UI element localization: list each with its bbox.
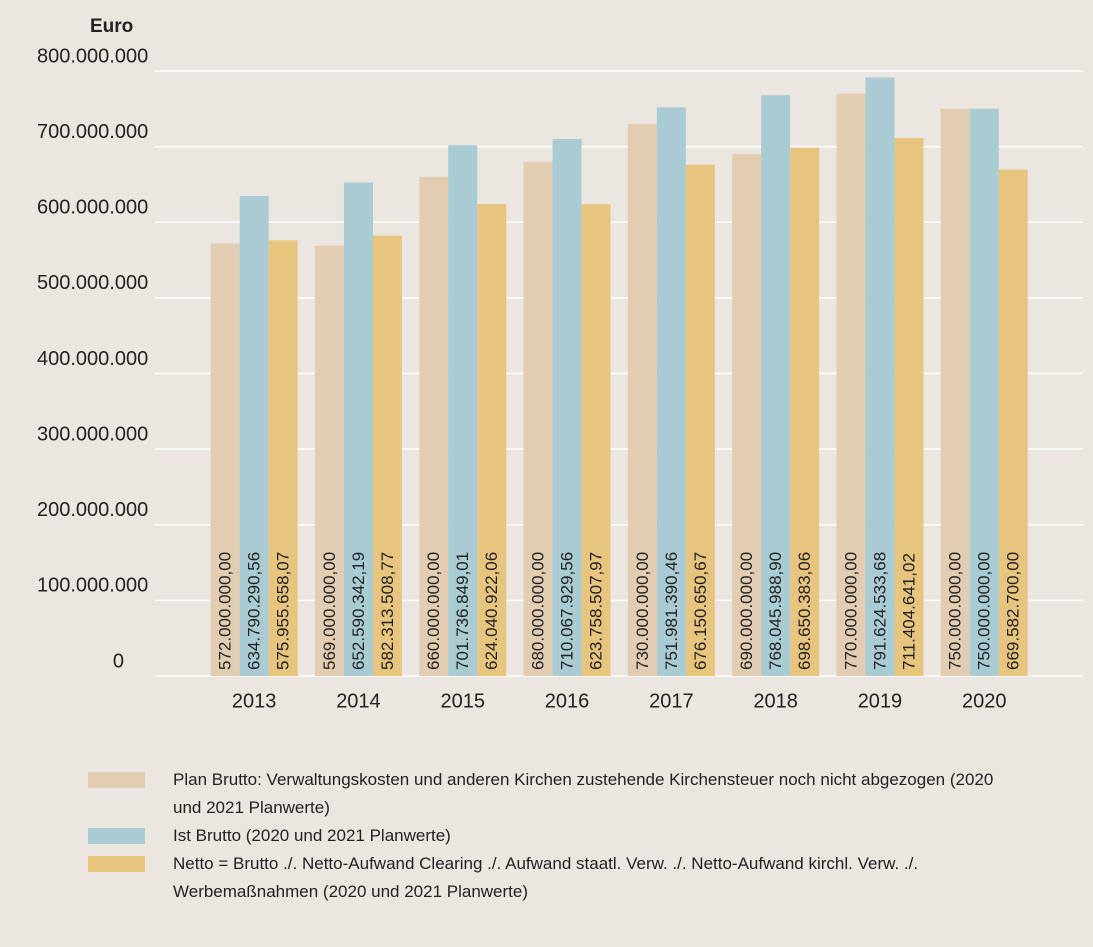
y-tick-label: 400.000.000	[37, 348, 148, 370]
data-label: 652.590.342,19	[349, 552, 368, 670]
data-label: 575.955.658,07	[274, 552, 293, 670]
x-tick-label: 2020	[962, 690, 1007, 712]
bar	[685, 164, 715, 676]
x-tick-label: 2014	[336, 690, 381, 712]
x-tick-label: 2015	[441, 690, 486, 712]
y-tick-label: 500.000.000	[37, 272, 148, 294]
legend-item: Ist Brutto (2020 und 2021 Planwerte)	[88, 822, 1048, 850]
bar	[998, 169, 1028, 676]
data-label: 669.582.700,00	[1004, 552, 1023, 670]
data-label: 676.150.650,67	[691, 552, 710, 670]
y-tick-label: 100.000.000	[37, 575, 148, 597]
bar	[523, 161, 553, 676]
y-tick-label: 800.000.000	[37, 45, 148, 67]
data-label: 660.000.000,00	[424, 552, 443, 670]
bar	[210, 243, 240, 677]
legend-swatch	[88, 828, 145, 844]
legend-swatch	[88, 772, 145, 788]
bar	[448, 145, 478, 676]
data-label: 768.045.988,90	[766, 552, 785, 670]
data-label: 750.000.000,00	[946, 552, 965, 670]
bar	[552, 139, 582, 677]
y-tick-label: 700.000.000	[37, 121, 148, 143]
data-label: 690.000.000,00	[737, 552, 756, 670]
bar	[836, 93, 866, 676]
data-label: 582.313.508,77	[378, 552, 397, 670]
bar	[477, 204, 507, 677]
bar	[969, 108, 999, 676]
bar	[419, 176, 449, 676]
bar	[865, 77, 895, 677]
bar	[761, 95, 791, 676]
data-label: 624.040.922,06	[482, 552, 501, 670]
y-tick-label: 200.000.000	[37, 499, 148, 521]
bar	[656, 107, 686, 676]
bar	[581, 204, 611, 676]
bar	[732, 154, 762, 676]
legend-label: Plan Brutto: Verwaltungskosten und ander…	[173, 770, 994, 817]
y-axis-label: Euro	[90, 16, 133, 37]
bar	[894, 138, 924, 676]
y-tick-label: 0	[113, 650, 124, 672]
y-tick-label: 300.000.000	[37, 423, 148, 445]
bar	[372, 235, 402, 676]
data-label: 770.000.000,00	[841, 552, 860, 670]
data-label: 569.000.000,00	[320, 552, 339, 670]
x-tick-label: 2016	[545, 690, 590, 712]
bar	[268, 240, 298, 676]
data-label: 750.000.000,00	[975, 552, 994, 670]
data-label: 711.404.641,02	[899, 553, 918, 670]
data-label: 791.624.533,68	[870, 552, 889, 670]
chart: Euro 0 100.000.000 200.000.000 300.000.000 4…	[37, 16, 1083, 712]
legend-item: Plan Brutto: Verwaltungskosten und ander…	[88, 766, 1048, 822]
bar	[940, 108, 970, 676]
bar	[627, 123, 657, 676]
data-label: 623.758.507,97	[587, 552, 606, 670]
data-label: 701.736.849,01	[453, 552, 472, 670]
data-label: 680.000.000,00	[529, 552, 548, 670]
legend-swatch	[88, 856, 145, 872]
data-label: 634.790.290,56	[245, 552, 264, 670]
x-tick-label: 2017	[649, 690, 694, 712]
bar	[314, 245, 344, 676]
x-tick-label: 2018	[753, 690, 798, 712]
legend-label: Ist Brutto (2020 und 2021 Planwerte)	[173, 826, 451, 845]
legend: Plan Brutto: Verwaltungskosten und ander…	[88, 766, 1048, 906]
bar	[239, 195, 269, 676]
data-label: 751.981.390,46	[662, 552, 681, 670]
legend-item: Netto = Brutto ./. Netto-Aufwand Clearin…	[88, 850, 1048, 906]
bar	[343, 182, 373, 676]
data-label: 698.650.383,06	[795, 552, 814, 670]
data-label: 730.000.000,00	[633, 552, 652, 670]
bar	[790, 147, 820, 677]
data-label: 710.067.929,56	[558, 552, 577, 670]
legend-label: Netto = Brutto ./. Netto-Aufwand Clearin…	[173, 854, 919, 901]
data-label: 572.000.000,00	[216, 552, 235, 670]
x-tick-label: 2013	[232, 690, 277, 712]
y-tick-label: 600.000.000	[37, 197, 148, 219]
x-tick-label: 2019	[858, 690, 903, 712]
